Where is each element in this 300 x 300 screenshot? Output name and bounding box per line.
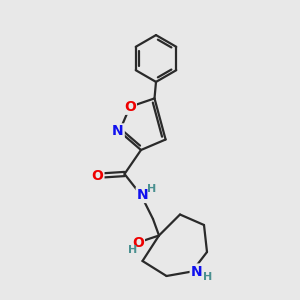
Text: O: O [124, 100, 136, 114]
Text: H: H [128, 245, 137, 255]
Text: O: O [92, 169, 104, 182]
Text: N: N [112, 124, 124, 138]
Text: N: N [137, 188, 148, 202]
Text: H: H [147, 184, 156, 194]
Text: H: H [203, 272, 212, 282]
Text: O: O [132, 236, 144, 250]
Text: N: N [191, 265, 202, 278]
